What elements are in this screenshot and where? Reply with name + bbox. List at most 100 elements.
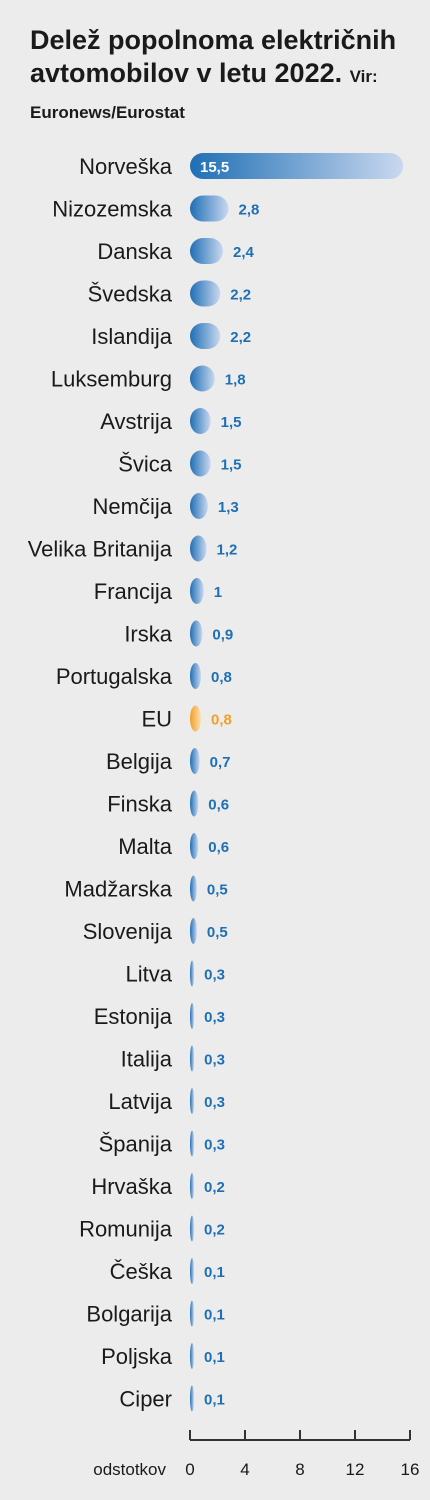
category-label-finska: Finska <box>107 792 173 817</box>
bar-bolgarija <box>190 1300 194 1327</box>
category-label-romunija: Romunija <box>79 1217 173 1242</box>
value-label-irska: 0,9 <box>212 627 233 644</box>
bar-luksemburg <box>190 365 215 392</box>
x-tick-label-12: 12 <box>346 1460 365 1479</box>
value-label-belgija: 0,7 <box>210 754 231 771</box>
bar-avstrija <box>190 408 211 434</box>
x-tick-label-0: 0 <box>185 1460 194 1479</box>
category-label-avstrija: Avstrija <box>100 409 172 434</box>
value-label-hrvaska: 0,2 <box>204 1179 225 1196</box>
value-label-eu: 0,8 <box>211 712 232 729</box>
bar-madzarska <box>190 875 197 902</box>
category-label-nemcija: Nemčija <box>93 494 173 519</box>
value-label-ceska: 0,1 <box>204 1264 225 1281</box>
bar-velika-britanija <box>190 535 207 562</box>
bar-ciper <box>190 1385 194 1412</box>
category-label-islandija: Islandija <box>91 324 172 349</box>
category-label-hrvaska: Hrvaška <box>91 1174 172 1199</box>
category-label-portugalska: Portugalska <box>56 664 173 689</box>
value-label-poljska: 0,1 <box>204 1349 225 1366</box>
x-axis: 0 4 8 12 16 odstotkov <box>93 1430 419 1479</box>
category-label-latvija: Latvija <box>108 1089 172 1114</box>
bar-malta <box>190 833 199 859</box>
bar-belgija <box>190 748 200 774</box>
bar-ceska <box>190 1258 194 1284</box>
value-label-svica: 1,5 <box>221 457 242 474</box>
value-label-finska: 0,6 <box>208 797 229 814</box>
value-label-latvija: 0,3 <box>204 1094 225 1111</box>
bar-estonija <box>190 1003 195 1029</box>
category-label-italija: Italija <box>121 1047 173 1072</box>
bar-italija <box>190 1045 195 1072</box>
x-axis-unit-label: odstotkov <box>93 1460 166 1479</box>
bar-spanija <box>190 1130 195 1157</box>
value-label-nemcija: 1,3 <box>218 499 239 516</box>
value-label-estonija: 0,3 <box>204 1009 225 1026</box>
value-label-portugalska: 0,8 <box>211 669 232 686</box>
bar-finska <box>190 790 199 817</box>
bar-slovenija <box>190 918 197 944</box>
category-label-irska: Irska <box>124 622 172 647</box>
bar-hrvaska <box>190 1173 194 1199</box>
category-label-nizozemska: Nizozemska <box>52 197 173 222</box>
title-main: Delež popolnoma električnih avtomobilov … <box>30 25 397 88</box>
category-label-eu: EU <box>141 707 172 732</box>
value-label-malta: 0,6 <box>208 839 229 856</box>
bar-nizozemska <box>190 195 229 222</box>
category-label-bolgarija: Bolgarija <box>86 1302 172 1327</box>
category-label-svica: Švica <box>118 452 173 477</box>
value-label-danska: 2,4 <box>233 244 255 261</box>
category-label-litva: Litva <box>126 962 173 987</box>
value-label-norveska: 15,5 <box>200 159 229 176</box>
category-label-slovenija: Slovenija <box>83 919 173 944</box>
category-label-svedska: Švedska <box>88 282 173 307</box>
category-label-velika-britanija: Velika Britanija <box>28 537 173 562</box>
bar-latvija <box>190 1088 195 1114</box>
bar-francija <box>190 578 204 604</box>
value-label-svedska: 2,2 <box>230 287 251 304</box>
bar-litva <box>190 960 195 987</box>
category-label-belgija: Belgija <box>106 749 173 774</box>
category-label-ceska: Češka <box>110 1259 173 1284</box>
value-label-islandija: 2,2 <box>230 329 251 346</box>
value-label-luksemburg: 1,8 <box>225 372 246 389</box>
value-label-francija: 1 <box>214 584 222 601</box>
category-label-poljska: Poljska <box>101 1344 173 1369</box>
category-label-francija: Francija <box>94 579 173 604</box>
value-label-slovenija: 0,5 <box>207 924 228 941</box>
value-label-velika-britanija: 1,2 <box>217 542 238 559</box>
value-label-ciper: 0,1 <box>204 1392 225 1409</box>
value-label-romunija: 0,2 <box>204 1222 225 1239</box>
bars-group: Norveška 15,5 Nizozemska 2,8 Danska 2,4 Švedsk… <box>28 153 404 1412</box>
bar-islandija <box>190 323 221 349</box>
value-label-bolgarija: 0,1 <box>204 1307 225 1324</box>
category-label-malta: Malta <box>118 834 173 859</box>
value-label-italija: 0,3 <box>204 1052 225 1069</box>
title-source: Vir: Euronews/Eurostat <box>30 67 378 122</box>
bar-norveska <box>190 153 404 179</box>
bar-irska <box>190 620 203 647</box>
bar-eu <box>190 705 201 732</box>
x-tick-label-8: 8 <box>295 1460 304 1479</box>
x-tick-label-4: 4 <box>240 1460 249 1479</box>
category-label-spanija: Španija <box>99 1132 173 1157</box>
bar-svedska <box>190 280 221 307</box>
chart-title: Delež popolnoma električnih avtomobilov … <box>30 24 420 129</box>
value-label-nizozemska: 2,8 <box>239 202 260 219</box>
value-label-madzarska: 0,5 <box>207 882 228 899</box>
category-label-norveska: Norveška <box>79 154 173 179</box>
category-label-luksemburg: Luksemburg <box>51 367 172 392</box>
category-label-danska: Danska <box>97 239 172 264</box>
bar-poljska <box>190 1343 194 1369</box>
bar-portugalska <box>190 663 201 689</box>
value-label-litva: 0,3 <box>204 967 225 984</box>
category-label-madzarska: Madžarska <box>64 877 172 902</box>
bar-nemcija <box>190 493 208 519</box>
category-label-estonija: Estonija <box>94 1004 173 1029</box>
value-label-spanija: 0,3 <box>204 1137 225 1154</box>
bar-danska <box>190 238 223 264</box>
category-label-ciper: Ciper <box>119 1387 172 1412</box>
bar-romunija <box>190 1215 194 1242</box>
bar-svica <box>190 450 211 477</box>
